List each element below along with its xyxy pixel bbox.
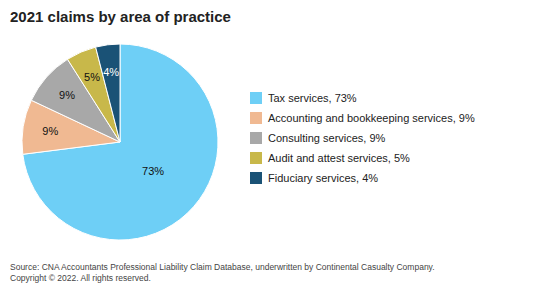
data-label: 9% <box>59 89 75 101</box>
legend: Tax services, 73% Accounting and bookkeep… <box>250 92 475 184</box>
pie <box>22 44 218 240</box>
legend-label: Tax services, 73% <box>268 92 357 104</box>
legend-label: Fiduciary services, 4% <box>268 172 378 184</box>
data-label: 4% <box>103 66 119 78</box>
legend-swatch <box>250 112 262 124</box>
legend-label: Accounting and bookkeeping services, 9% <box>268 112 475 124</box>
legend-label: Audit and attest services, 5% <box>268 152 410 164</box>
legend-swatch <box>250 152 262 164</box>
legend-swatch <box>250 92 262 104</box>
legend-label: Consulting services, 9% <box>268 132 386 144</box>
chart-svg: 2021 claims by area of practice 73% 9% 9% 5%… <box>0 0 556 287</box>
chart-container: 2021 claims by area of practice 73% 9% 9% 5%… <box>0 0 556 287</box>
annotation: Source: CNA Accountants Professional Lia… <box>10 262 435 283</box>
data-label: 73% <box>142 165 164 177</box>
data-labels: 73% 9% 9% 5%4% <box>42 66 164 177</box>
data-label: 9% <box>42 125 58 137</box>
data-label: 5% <box>84 71 100 83</box>
chart-title: 2021 claims by area of practice <box>10 8 231 25</box>
legend-swatch <box>250 172 262 184</box>
legend-swatch <box>250 132 262 144</box>
pie-slice <box>23 44 218 240</box>
pie-slice <box>96 44 120 142</box>
